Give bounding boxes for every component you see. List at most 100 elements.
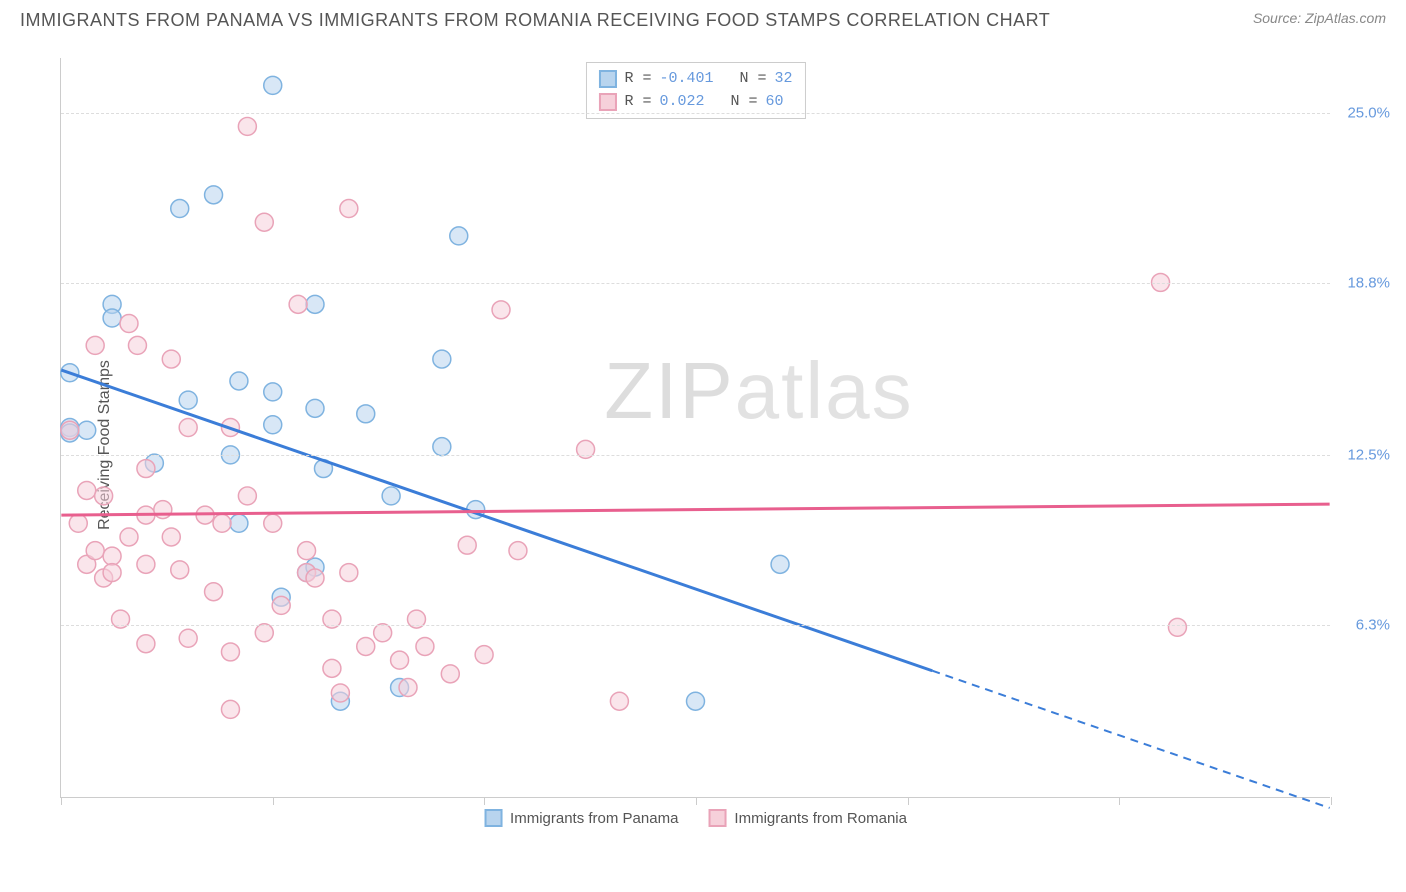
data-point — [458, 536, 476, 554]
data-point — [137, 635, 155, 653]
data-point — [382, 487, 400, 505]
data-point — [61, 421, 79, 439]
data-point — [162, 528, 180, 546]
x-tick — [273, 797, 274, 805]
data-point — [272, 596, 290, 614]
correlation-legend-row: R = -0.401 N = 32 — [598, 68, 792, 91]
regression-line — [61, 504, 1329, 515]
data-point — [238, 487, 256, 505]
data-point — [255, 624, 273, 642]
data-point — [128, 336, 146, 354]
data-point — [331, 684, 349, 702]
data-point — [171, 561, 189, 579]
y-tick-label: 18.8% — [1347, 274, 1390, 291]
legend-r-value: 0.022 — [659, 91, 704, 114]
data-point — [298, 542, 316, 560]
gridline — [61, 113, 1330, 114]
legend-swatch — [484, 809, 502, 827]
data-point — [95, 487, 113, 505]
legend-swatch — [708, 809, 726, 827]
data-point — [441, 665, 459, 683]
regression-line-extrapolated — [932, 671, 1329, 808]
data-point — [433, 350, 451, 368]
plot-area: ZIPatlas R = -0.401 N = 32 R = 0.022 N =… — [60, 58, 1330, 798]
x-tick — [61, 797, 62, 805]
data-point — [78, 481, 96, 499]
data-point — [357, 405, 375, 423]
correlation-legend-row: R = 0.022 N = 60 — [598, 91, 792, 114]
legend-n-value: 60 — [766, 91, 784, 114]
data-point — [610, 692, 628, 710]
data-point — [69, 514, 87, 532]
data-point — [120, 528, 138, 546]
gridline — [61, 625, 1330, 626]
data-point — [433, 438, 451, 456]
y-tick-label: 6.3% — [1356, 617, 1390, 634]
series-legend: Immigrants from Panama Immigrants from Ro… — [484, 809, 907, 827]
data-point — [86, 336, 104, 354]
data-point — [137, 460, 155, 478]
data-point — [374, 624, 392, 642]
data-point — [179, 419, 197, 437]
data-point — [340, 200, 358, 218]
data-point — [255, 213, 273, 231]
data-point — [264, 76, 282, 94]
data-point — [357, 637, 375, 655]
data-point — [86, 542, 104, 560]
chart-title: IMMIGRANTS FROM PANAMA VS IMMIGRANTS FRO… — [20, 10, 1050, 31]
y-tick-label: 12.5% — [1347, 447, 1390, 464]
gridline — [61, 455, 1330, 456]
data-point — [103, 564, 121, 582]
data-point — [306, 399, 324, 417]
data-point — [323, 659, 341, 677]
data-point — [1168, 618, 1186, 636]
gridline — [61, 283, 1330, 284]
legend-r-label: R = — [624, 91, 651, 114]
source-label: Source: ZipAtlas.com — [1253, 10, 1386, 26]
chart-container: Receiving Food Stamps ZIPatlas R = -0.40… — [50, 50, 1390, 840]
data-point — [103, 309, 121, 327]
data-point — [205, 186, 223, 204]
data-point — [771, 555, 789, 573]
data-point — [230, 514, 248, 532]
correlation-legend: R = -0.401 N = 32 R = 0.022 N = 60 — [585, 62, 805, 119]
data-point — [306, 295, 324, 313]
legend-label: Immigrants from Romania — [734, 810, 907, 827]
data-point — [492, 301, 510, 319]
data-point — [475, 646, 493, 664]
data-point — [103, 547, 121, 565]
x-tick — [484, 797, 485, 805]
data-point — [205, 583, 223, 601]
data-point — [179, 629, 197, 647]
data-point — [154, 501, 172, 519]
data-point — [399, 679, 417, 697]
data-point — [391, 651, 409, 669]
x-tick — [1331, 797, 1332, 805]
legend-r-label: R = — [624, 68, 651, 91]
legend-item: Immigrants from Panama — [484, 809, 678, 827]
data-point — [162, 350, 180, 368]
legend-n-label: N = — [713, 91, 758, 114]
data-point — [340, 564, 358, 582]
data-point — [221, 643, 239, 661]
y-tick-label: 25.0% — [1347, 104, 1390, 121]
data-point — [238, 117, 256, 135]
data-point — [137, 555, 155, 573]
x-tick — [908, 797, 909, 805]
data-point — [306, 569, 324, 587]
data-point — [213, 514, 231, 532]
legend-r-value: -0.401 — [659, 68, 713, 91]
data-point — [264, 416, 282, 434]
legend-n-value: 32 — [775, 68, 793, 91]
legend-label: Immigrants from Panama — [510, 810, 678, 827]
data-point — [120, 315, 138, 333]
data-point — [264, 514, 282, 532]
legend-swatch — [598, 70, 616, 88]
data-point — [78, 421, 96, 439]
plot-svg — [61, 58, 1330, 797]
data-point — [687, 692, 705, 710]
data-point — [179, 391, 197, 409]
data-point — [450, 227, 468, 245]
data-point — [230, 372, 248, 390]
x-tick — [696, 797, 697, 805]
